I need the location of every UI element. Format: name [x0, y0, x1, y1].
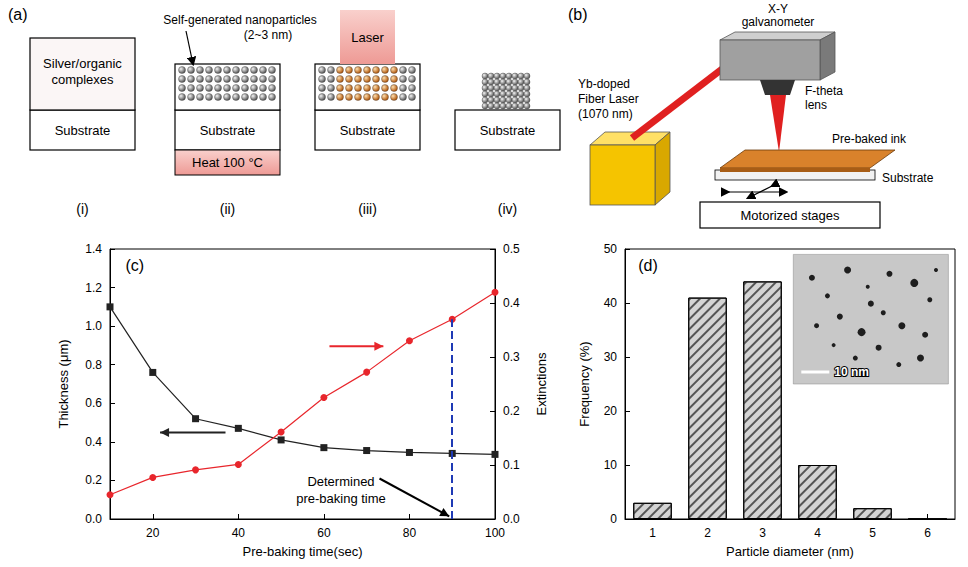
svg-text:6: 6 [924, 526, 931, 540]
svg-text:60: 60 [317, 526, 331, 540]
svg-text:40: 40 [604, 296, 618, 310]
svg-text:0.2: 0.2 [85, 473, 102, 487]
svg-text:0.0: 0.0 [503, 512, 520, 526]
svg-text:Motorized stages: Motorized stages [741, 208, 840, 223]
svg-text:0.5: 0.5 [503, 242, 520, 256]
svg-text:(d): (d) [638, 257, 658, 274]
svg-text:pre-baking time: pre-baking time [296, 491, 386, 506]
svg-text:(b): (b) [568, 6, 588, 23]
svg-text:Thickness (μm): Thickness (μm) [56, 339, 71, 428]
svg-text:0.3: 0.3 [503, 350, 520, 364]
svg-text:galvanometer: galvanometer [742, 15, 815, 29]
svg-text:(2~3 nm): (2~3 nm) [244, 28, 292, 42]
svg-text:Frequency (%): Frequency (%) [577, 341, 592, 426]
svg-text:2: 2 [704, 526, 711, 540]
svg-text:0.6: 0.6 [85, 396, 102, 410]
svg-text:Particle diameter (nm): Particle diameter (nm) [726, 544, 854, 559]
svg-text:0.8: 0.8 [85, 358, 102, 372]
svg-text:Pre-baking time(sec): Pre-baking time(sec) [243, 544, 363, 559]
svg-text:(iii): (iii) [358, 201, 377, 217]
svg-text:10 nm: 10 nm [834, 365, 869, 379]
svg-text:(c): (c) [125, 257, 144, 274]
svg-text:F-theta: F-theta [805, 84, 843, 98]
svg-text:0.4: 0.4 [503, 296, 520, 310]
svg-text:Substrate: Substrate [480, 123, 536, 138]
svg-text:lens: lens [805, 98, 827, 112]
svg-text:Self-generated nanoparticles: Self-generated nanoparticles [163, 13, 316, 27]
svg-text:5: 5 [869, 526, 876, 540]
svg-text:complexes: complexes [51, 72, 114, 87]
svg-text:1.2: 1.2 [85, 281, 102, 295]
svg-text:(ii): (ii) [220, 201, 236, 217]
svg-text:50: 50 [604, 242, 618, 256]
svg-text:Substrate: Substrate [340, 123, 396, 138]
svg-text:20: 20 [146, 526, 160, 540]
svg-text:Substrate: Substrate [882, 171, 934, 185]
svg-text:10: 10 [604, 458, 618, 472]
svg-text:100: 100 [485, 526, 505, 540]
svg-text:0.2: 0.2 [503, 404, 520, 418]
svg-text:0.0: 0.0 [85, 512, 102, 526]
svg-text:Silver/organic: Silver/organic [43, 56, 122, 71]
svg-text:Pre-baked ink: Pre-baked ink [832, 132, 907, 146]
svg-text:Determined: Determined [307, 474, 374, 489]
svg-text:1: 1 [649, 526, 656, 540]
svg-text:Laser: Laser [351, 30, 384, 45]
svg-text:Substrate: Substrate [55, 123, 111, 138]
svg-text:1.4: 1.4 [85, 242, 102, 256]
svg-text:80: 80 [403, 526, 417, 540]
svg-text:0: 0 [610, 512, 617, 526]
svg-text:0.1: 0.1 [503, 458, 520, 472]
svg-text:Yb-doped: Yb-doped [578, 77, 630, 91]
svg-text:30: 30 [604, 350, 618, 364]
svg-text:4: 4 [814, 526, 821, 540]
svg-text:(iv): (iv) [498, 201, 517, 217]
svg-text:20: 20 [604, 404, 618, 418]
svg-text:Heat 100 °C: Heat 100 °C [192, 155, 263, 170]
svg-text:Fiber Laser: Fiber Laser [578, 92, 639, 106]
svg-text:40: 40 [232, 526, 246, 540]
svg-text:(i): (i) [76, 201, 88, 217]
svg-text:(1070 nm): (1070 nm) [578, 107, 633, 121]
svg-text:0.4: 0.4 [85, 435, 102, 449]
svg-text:1.0: 1.0 [85, 319, 102, 333]
svg-text:(a): (a) [8, 6, 28, 23]
svg-text:3: 3 [759, 526, 766, 540]
svg-text:X-Y: X-Y [768, 2, 788, 16]
svg-text:Extinctions: Extinctions [534, 352, 549, 415]
svg-text:Substrate: Substrate [200, 123, 256, 138]
